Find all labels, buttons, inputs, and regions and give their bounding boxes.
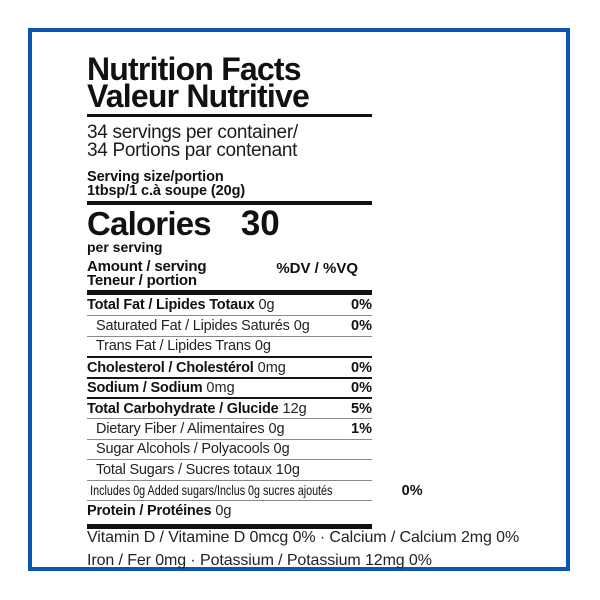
nutrient-name: Dietary Fiber / Alimentaires <box>96 420 265 437</box>
nutrient-amount: 10g <box>275 462 300 479</box>
row-cholesterol: Cholesterol / Cholestérol 0mg 0% <box>87 356 372 377</box>
vitamins-footer: Vitamin D / Vitamine D 0mcg 0% · Calcium… <box>87 527 557 572</box>
nutrition-facts-label: Nutrition Facts Valeur Nutritive 34 serv… <box>87 51 423 529</box>
nutrient-name: Total Sugars / Sucres totaux <box>96 462 272 479</box>
thick-divider-bottom <box>87 524 372 529</box>
nutrient-name: Sodium / Sodium <box>87 380 203 397</box>
nutrient-amount: 0g <box>273 441 290 458</box>
title-french: Valeur Nutritive <box>87 78 310 114</box>
nutrient-dv: 0% <box>351 380 372 397</box>
calories-row: Calories 30 <box>87 204 372 243</box>
row-total-fat: Total Fat / Lipides Totaux 0g 0% <box>87 295 372 316</box>
nutrient-amount: 0mg <box>206 380 235 397</box>
vitamins-line-2: Iron / Fer 0mg · Potassium / Potassium 1… <box>87 551 432 569</box>
nutrient-name: Sugar Alcohols / Polyacools <box>96 441 270 458</box>
nutrient-amount: 12g <box>282 400 307 417</box>
nutrient-rows: Total Fat / Lipides Totaux 0g 0% Saturate… <box>87 295 423 522</box>
servings-english: 34 servings per container/ <box>87 121 298 143</box>
amount-per-serving-header: Amount / serving Teneur / portion <box>87 258 207 289</box>
nutrient-dv: 0% <box>401 482 423 499</box>
calories-label: Calories <box>87 205 212 242</box>
servings-per-container: 34 servings per container/ 34 Portions p… <box>87 121 372 161</box>
nutrient-amount: 0mg <box>257 359 286 376</box>
title-divider <box>87 114 372 117</box>
thick-divider-mid <box>87 290 372 295</box>
nutrient-name: Saturated Fat / Lipides Saturés <box>96 317 290 334</box>
amount-header-french: Teneur / portion <box>87 271 197 289</box>
nutrient-amount: 0g <box>254 338 271 355</box>
serving-size: Serving size/portion 1tbsp/1 c.à soupe (… <box>87 168 372 199</box>
row-sugar-alcohols: Sugar Alcohols / Polyacools 0g <box>87 438 372 460</box>
calories-note: per serving <box>87 239 163 255</box>
nutrient-dv: 5% <box>351 400 372 417</box>
calories-value: 30 <box>240 204 280 243</box>
title-english: Nutrition Facts <box>87 51 302 87</box>
row-total-sugars: Total Sugars / Sucres totaux 10g <box>87 459 372 480</box>
nutrient-name: Total Carbohydrate / Glucide <box>87 400 279 417</box>
nutrient-name: Total Fat / Lipides Totaux <box>87 296 255 313</box>
daily-value-header: %DV / %VQ <box>276 260 358 277</box>
vitamins-line-1: Vitamin D / Vitamine D 0mcg 0% · Calcium… <box>87 529 520 546</box>
nutrient-name: Protein / Protéines <box>87 503 212 520</box>
thick-divider-top <box>87 200 372 205</box>
row-saturated-fat: Saturated Fat / Lipides Saturés 0g 0% <box>87 315 372 336</box>
nutrient-amount: 0g <box>215 503 232 520</box>
nutrient-dv: 0% <box>351 296 372 313</box>
row-sodium: Sodium / Sodium 0mg 0% <box>87 376 372 398</box>
nutrient-amount: 0g <box>268 420 285 437</box>
nutrient-name: Trans Fat / Lipides Trans <box>96 338 251 355</box>
nutrient-dv: 0% <box>351 317 372 334</box>
nutrient-amount: 0g <box>258 296 275 313</box>
nutrient-name: Includes 0g Added sugars/Inclus 0g sucre… <box>90 483 333 499</box>
column-header: Amount / serving Teneur / portion %DV / … <box>87 258 372 289</box>
row-trans-fat: Trans Fat / Lipides Trans 0g <box>87 335 372 357</box>
servings-french: 34 Portions par contenant <box>87 140 298 161</box>
nutrient-dv: 0% <box>351 359 372 376</box>
blue-border-frame <box>28 28 570 571</box>
row-total-carbohydrate: Total Carbohydrate / Glucide 12g 5% <box>87 397 372 418</box>
row-protein: Protein / Protéines 0g <box>87 500 372 521</box>
amount-header-english: Amount / serving <box>87 258 207 275</box>
serving-size-label: Serving size/portion <box>87 168 224 185</box>
nutrient-amount: 0g <box>293 317 310 334</box>
nutrient-dv: 1% <box>351 420 372 437</box>
row-dietary-fiber: Dietary Fiber / Alimentaires 0g 1% <box>87 418 372 439</box>
nutrient-name: Cholesterol / Cholestérol <box>87 359 254 376</box>
serving-size-value: 1tbsp/1 c.à soupe (20g) <box>87 182 246 199</box>
row-added-sugars: Includes 0g Added sugars/Inclus 0g sucre… <box>87 479 423 501</box>
